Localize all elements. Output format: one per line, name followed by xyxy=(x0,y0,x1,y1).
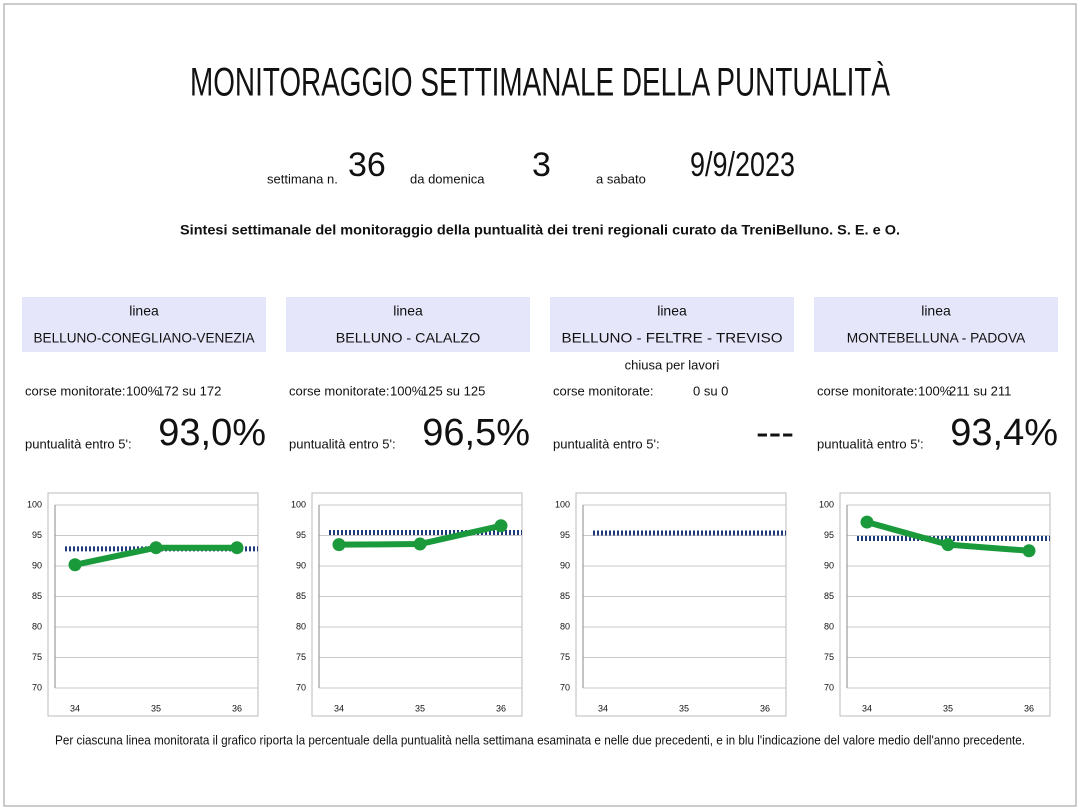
data-point xyxy=(941,538,955,552)
page-border xyxy=(3,3,1077,807)
week-label: settimana n. xyxy=(267,171,338,186)
data-point xyxy=(860,515,874,529)
monitored-count: 172 su 172 xyxy=(157,383,221,398)
punctuality-value: 96,5% xyxy=(422,412,530,454)
y-tick-label: 80 xyxy=(32,621,42,631)
y-tick-label: 75 xyxy=(296,652,306,662)
chart-frame xyxy=(575,492,787,717)
data-point xyxy=(230,541,244,555)
monitored-label: corse monitorate: xyxy=(817,383,917,398)
monitored-count: 0 su 0 xyxy=(693,383,728,398)
monitored-count: 125 su 125 xyxy=(421,383,485,398)
x-tick-label: 35 xyxy=(415,703,425,713)
line-header xyxy=(550,297,794,352)
data-point xyxy=(68,558,82,572)
x-tick-label: 36 xyxy=(1024,703,1034,713)
chart-frame xyxy=(839,492,1051,717)
punctuality-value: --- xyxy=(756,412,794,454)
data-point xyxy=(413,537,427,551)
y-tick-label: 90 xyxy=(824,560,834,570)
y-tick-label: 75 xyxy=(32,652,42,662)
y-tick-label: 85 xyxy=(560,591,570,601)
y-tick-label: 85 xyxy=(32,591,42,601)
x-tick-label: 35 xyxy=(151,703,161,713)
x-tick-label: 36 xyxy=(496,703,506,713)
y-tick-label: 100 xyxy=(555,499,570,509)
from-label: da domenica xyxy=(410,171,485,186)
monitored-percent: 100% xyxy=(918,383,952,398)
x-tick-label: 35 xyxy=(679,703,689,713)
y-tick-label: 95 xyxy=(296,530,306,540)
y-tick-label: 85 xyxy=(296,591,306,601)
line-label: linea xyxy=(657,303,687,319)
y-tick-label: 80 xyxy=(560,621,570,631)
x-tick-label: 36 xyxy=(232,703,242,713)
y-tick-label: 90 xyxy=(296,560,306,570)
x-tick-label: 34 xyxy=(862,703,872,713)
punctuality-label: puntualità entro 5': xyxy=(553,436,660,451)
y-tick-label: 75 xyxy=(560,652,570,662)
y-tick-label: 100 xyxy=(819,499,834,509)
x-tick-label: 34 xyxy=(334,703,344,713)
chart-frame xyxy=(311,492,523,717)
y-tick-label: 70 xyxy=(296,682,306,692)
data-point xyxy=(494,519,508,533)
y-tick-label: 75 xyxy=(824,652,834,662)
line-label: linea xyxy=(393,303,423,319)
y-tick-label: 80 xyxy=(824,621,834,631)
line-note: chiusa per lavori xyxy=(625,357,720,372)
y-tick-label: 95 xyxy=(560,530,570,540)
y-tick-label: 95 xyxy=(32,530,42,540)
x-tick-label: 34 xyxy=(70,703,80,713)
line-header xyxy=(814,297,1058,352)
punctuality-label: puntualità entro 5': xyxy=(25,436,132,451)
y-tick-label: 70 xyxy=(560,682,570,692)
punctuality-label: puntualità entro 5': xyxy=(817,436,924,451)
monitored-percent: 100% xyxy=(390,383,424,398)
data-point xyxy=(1022,544,1036,558)
punctuality-value: 93,0% xyxy=(158,412,266,454)
line-header xyxy=(22,297,266,352)
from-value: 3 xyxy=(532,146,551,184)
y-tick-label: 100 xyxy=(291,499,306,509)
monitored-label: corse monitorate: xyxy=(25,383,125,398)
line-name: BELLUNO-CONEGLIANO-VENEZIA xyxy=(34,330,256,346)
line-name: BELLUNO - FELTRE - TREVISO xyxy=(562,330,783,346)
line-label: linea xyxy=(921,303,951,319)
y-tick-label: 100 xyxy=(27,499,42,509)
week-value: 36 xyxy=(348,146,386,184)
monitored-percent: 100% xyxy=(126,383,160,398)
x-tick-label: 34 xyxy=(598,703,608,713)
data-point xyxy=(149,541,163,555)
y-tick-label: 70 xyxy=(32,682,42,692)
footnote: Per ciascuna linea monitorata il grafico… xyxy=(55,732,1025,747)
monitored-label: corse monitorate: xyxy=(289,383,389,398)
punctuality-label: puntualità entro 5': xyxy=(289,436,396,451)
y-tick-label: 90 xyxy=(560,560,570,570)
x-tick-label: 35 xyxy=(943,703,953,713)
y-tick-label: 95 xyxy=(824,530,834,540)
data-point xyxy=(332,538,346,552)
y-tick-label: 90 xyxy=(32,560,42,570)
chart-frame xyxy=(47,492,259,717)
punctuality-value: 93,4% xyxy=(950,412,1058,454)
title: MONITORAGGIO SETTIMANALE DELLA PUNTUALIT… xyxy=(190,60,890,105)
monitored-count: 211 su 211 xyxy=(949,383,1011,398)
x-tick-label: 36 xyxy=(760,703,770,713)
line-name: MONTEBELLUNA - PADOVA xyxy=(847,330,1026,346)
monitored-label: corse monitorate: xyxy=(553,383,653,398)
line-header xyxy=(286,297,530,352)
y-tick-label: 85 xyxy=(824,591,834,601)
line-label: linea xyxy=(129,303,159,319)
y-tick-label: 80 xyxy=(296,621,306,631)
line-name: BELLUNO - CALALZO xyxy=(336,330,481,346)
to-value: 9/9/2023 xyxy=(690,146,795,184)
subtitle: Sintesi settimanale del monitoraggio del… xyxy=(180,222,900,238)
y-tick-label: 70 xyxy=(824,682,834,692)
to-label: a sabato xyxy=(596,171,646,186)
